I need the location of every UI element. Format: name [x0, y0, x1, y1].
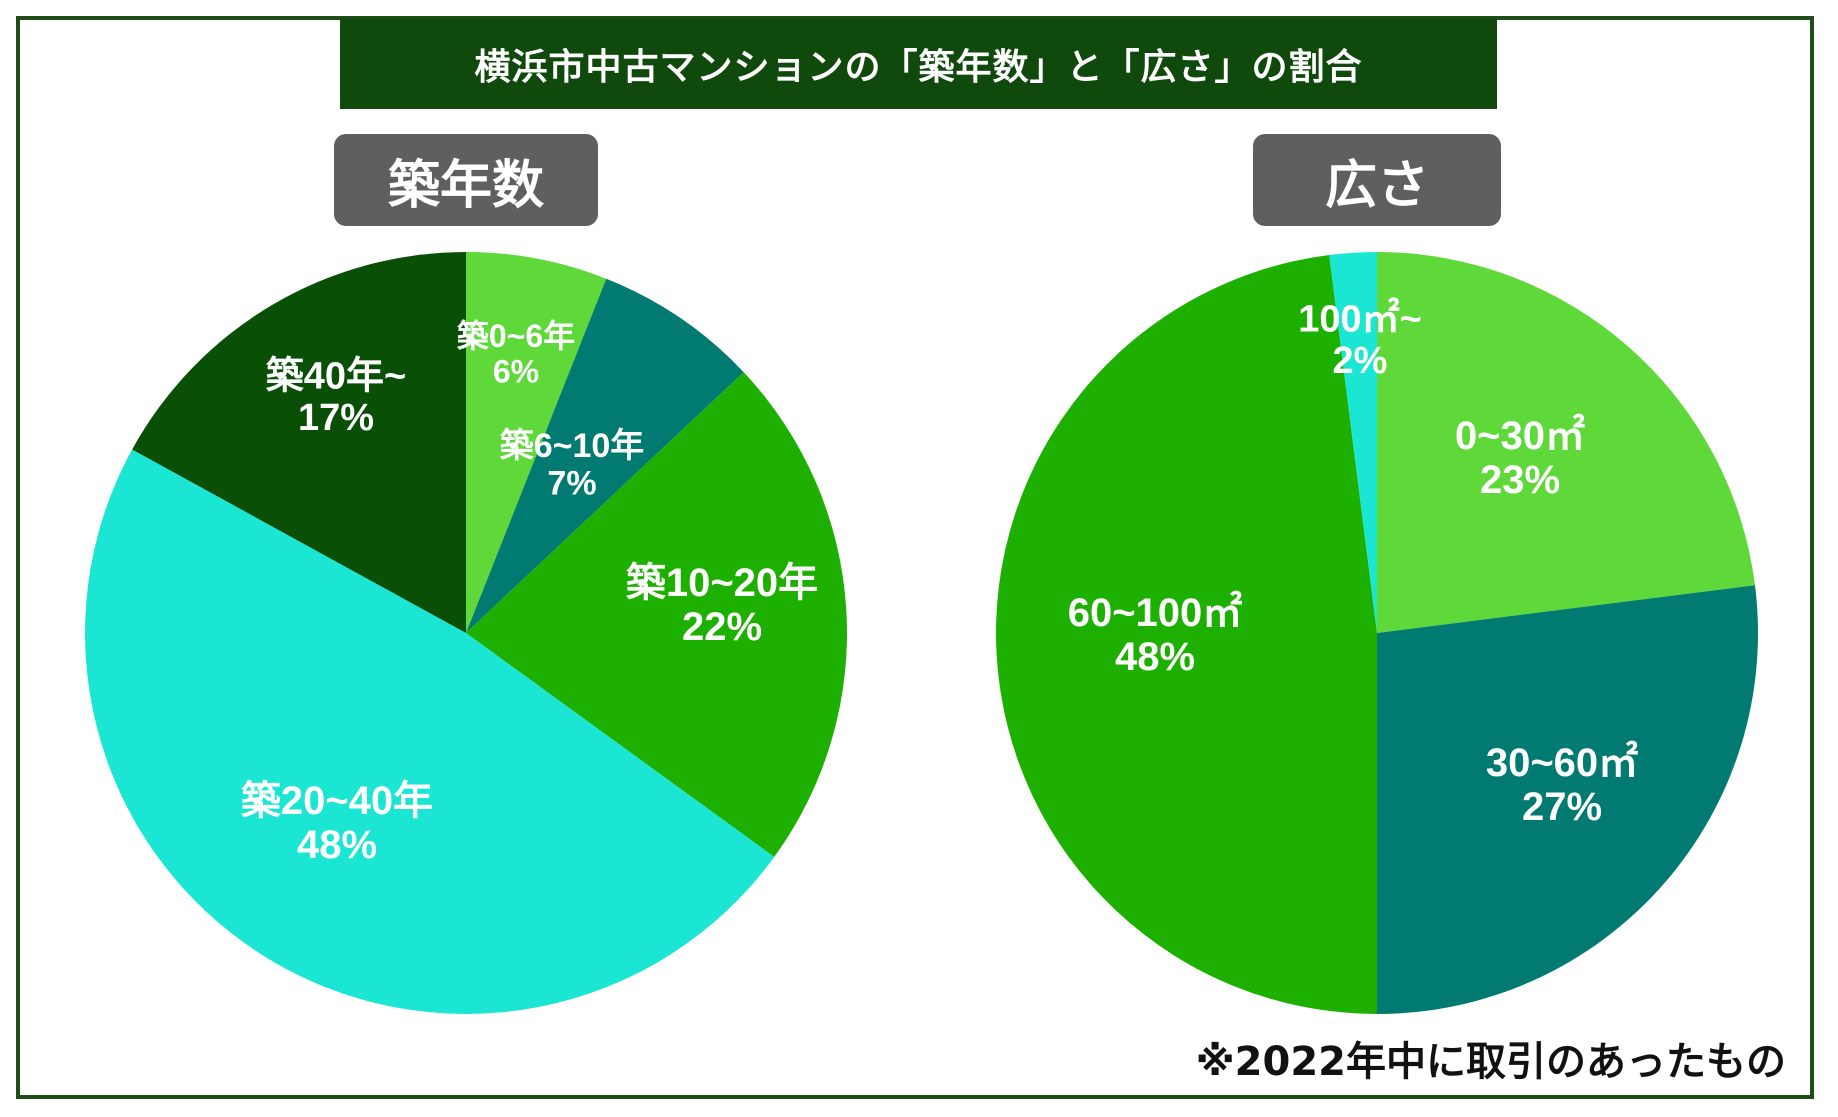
slice-label: 築40年~	[266, 355, 406, 397]
footnote: ※2022年中に取引のあったもの	[1195, 1039, 1786, 1085]
slice-value-label: 23%	[1480, 458, 1560, 502]
pie-slice	[466, 252, 607, 633]
slice-label: 築10~20年	[626, 561, 818, 605]
pie-slice	[85, 449, 775, 1014]
slice-value-label: 6%	[493, 353, 539, 389]
chart-title: 横浜市中古マンションの「築年数」と「広さ」の割合	[340, 18, 1497, 109]
slice-label: 30~60㎡	[1486, 740, 1638, 785]
slice-label: 100㎡~	[1298, 297, 1422, 340]
pie-title-building-age: 築年数	[334, 134, 598, 226]
slice-label: 築20~40年	[241, 779, 433, 823]
pie-slice	[1377, 585, 1758, 1014]
slice-value-label: 17%	[298, 397, 374, 439]
slice-value-label: 22%	[682, 605, 762, 649]
slice-label: 築6~10年	[499, 427, 645, 465]
slice-value-label: 48%	[1115, 635, 1195, 679]
slice-label: 60~100㎡	[1068, 590, 1243, 635]
pie-slice	[996, 255, 1377, 1015]
slice-value-label: 2%	[1333, 340, 1388, 382]
slice-label: 0~30㎡	[1455, 413, 1585, 458]
slice-value-label: 48%	[297, 823, 377, 867]
slice-value-label: 27%	[1522, 785, 1602, 829]
pie-title-floor-area: 広さ	[1253, 134, 1501, 226]
pie-slice	[132, 252, 467, 633]
pie-slice	[1377, 252, 1755, 633]
pie-slice	[466, 278, 744, 633]
slice-value-label: 7%	[547, 464, 596, 502]
pie-slice	[1329, 252, 1377, 633]
slice-label: 築0~6年	[457, 318, 575, 354]
pie-slice	[466, 372, 847, 857]
